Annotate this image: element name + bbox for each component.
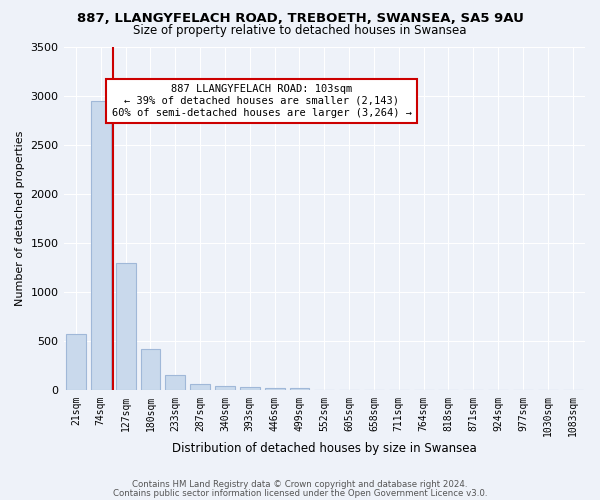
Bar [91, 100, 111, 391]
X-axis label: Distribution of detached houses by size in Swansea: Distribution of detached houses by size … [172, 442, 476, 455]
Bar [116, 262, 136, 390]
Text: Size of property relative to detached houses in Swansea: Size of property relative to detached ho… [133, 24, 467, 37]
Bar [166, 375, 185, 390]
Bar [290, 388, 310, 390]
Bar [190, 384, 210, 390]
Bar [265, 388, 284, 390]
Text: 887 LLANGYFELACH ROAD: 103sqm
← 39% of detached houses are smaller (2,143)
60% o: 887 LLANGYFELACH ROAD: 103sqm ← 39% of d… [112, 84, 412, 117]
Bar [240, 387, 260, 390]
Bar [215, 386, 235, 390]
Text: Contains HM Land Registry data © Crown copyright and database right 2024.: Contains HM Land Registry data © Crown c… [132, 480, 468, 489]
Text: 887, LLANGYFELACH ROAD, TREBOETH, SWANSEA, SA5 9AU: 887, LLANGYFELACH ROAD, TREBOETH, SWANSE… [77, 12, 523, 26]
Bar [140, 349, 160, 391]
Bar [66, 334, 86, 390]
Y-axis label: Number of detached properties: Number of detached properties [15, 131, 25, 306]
Text: Contains public sector information licensed under the Open Government Licence v3: Contains public sector information licen… [113, 488, 487, 498]
